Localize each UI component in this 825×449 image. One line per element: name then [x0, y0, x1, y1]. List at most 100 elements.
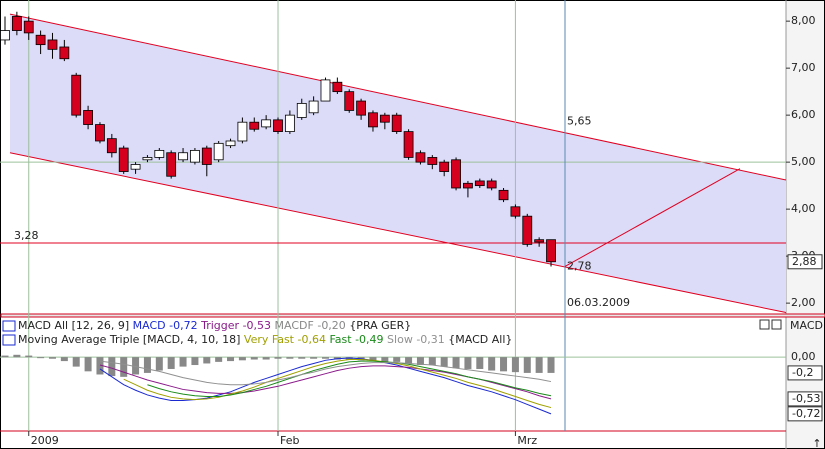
scroll-arrow[interactable]: ↑ — [812, 437, 821, 449]
candle-body — [23, 20, 34, 34]
histogram-bar — [500, 357, 508, 372]
legend-row: Moving Average Triple [MACD, 4, 10, 18] … — [18, 333, 512, 346]
legend-row: MACD All [12, 26, 9] MACD -0,72 Trigger … — [18, 319, 411, 332]
histogram-bar — [60, 357, 68, 362]
value-marker-box — [787, 406, 823, 422]
y-tick-label: 8,00 — [791, 14, 816, 27]
histogram-bar — [84, 357, 92, 372]
value-marker-box — [787, 365, 823, 381]
histogram-bar — [120, 357, 128, 377]
legend-entry: Fast — [329, 333, 352, 346]
hline-label: 3,28 — [14, 229, 39, 242]
candle-body — [368, 112, 378, 128]
price-marker-label: 2,88 — [792, 255, 817, 268]
candle-body — [178, 152, 188, 161]
candle-body — [237, 121, 248, 142]
histogram-bar — [191, 357, 199, 366]
indicator-line — [99, 357, 552, 415]
candle-body — [379, 114, 390, 123]
histogram-bar — [13, 354, 21, 358]
x-tick-label: 2009 — [31, 434, 59, 447]
histogram-bar — [488, 357, 496, 371]
candle-body — [498, 189, 509, 201]
histogram-bar — [179, 357, 187, 367]
histogram-bar — [310, 357, 318, 359]
candle-body — [415, 152, 426, 163]
candle-body — [356, 100, 367, 116]
y-tick-label: 0,00 — [791, 350, 816, 363]
annotation: 5,65 — [567, 115, 592, 128]
candle-body — [427, 157, 438, 165]
legend-entry: Trigger — [200, 319, 239, 332]
crosshair-date: 06.03.2009 — [567, 296, 630, 309]
histogram-bar — [416, 357, 424, 366]
candle-body — [391, 114, 402, 132]
legend-entry: MACDF — [275, 319, 314, 332]
candle-body — [190, 149, 200, 163]
histogram-bar — [250, 357, 258, 360]
histogram-bar — [143, 357, 151, 373]
channel-upper — [9, 13, 787, 181]
legend-value: -0,31 — [416, 333, 444, 346]
value-marker-label: -0,2 — [792, 366, 813, 379]
histogram-bar — [132, 357, 140, 375]
candle-body — [130, 164, 141, 170]
histogram-bar — [511, 357, 519, 373]
legend-icon — [2, 320, 16, 332]
candle-body — [522, 215, 533, 245]
candle-body — [534, 239, 545, 243]
pane-button[interactable] — [771, 319, 782, 330]
channel-lower — [9, 152, 787, 314]
candle-body — [225, 140, 236, 147]
value-marker-box — [787, 391, 823, 407]
candle-body — [59, 46, 70, 60]
legend-icon — [2, 334, 16, 346]
histogram-bar — [37, 357, 45, 359]
legend-value: -0,53 — [243, 319, 271, 332]
candle-body — [83, 110, 93, 125]
y-tick-label: 4,00 — [791, 202, 816, 215]
candle-body — [284, 114, 295, 132]
candle-body — [320, 79, 331, 102]
histogram-bar — [274, 357, 282, 359]
y-tick-label: 2,00 — [791, 296, 816, 309]
candle-body — [308, 100, 319, 114]
histogram-bar — [476, 357, 484, 369]
histogram-bar — [286, 357, 294, 359]
histogram-bar — [72, 357, 80, 367]
histogram-bar — [108, 357, 116, 377]
histogram-bar — [167, 357, 175, 369]
legend-entry: Very Fast — [244, 333, 295, 346]
candle-body — [439, 161, 450, 172]
candle-body — [344, 91, 355, 111]
histogram-bar — [96, 357, 104, 375]
legend-title: MACD All [12, 26, 9] — [18, 319, 129, 332]
histogram-bar — [238, 357, 246, 361]
legend-entry: Slow — [387, 333, 413, 346]
trendline — [564, 168, 741, 267]
histogram-bar — [1, 355, 9, 358]
histogram-bar — [428, 357, 436, 366]
histogram-bar — [523, 357, 531, 373]
value-marker-label: -0,72 — [792, 407, 820, 420]
y-tick-label: 5,00 — [791, 155, 816, 168]
legend-value: -0,72 — [169, 319, 197, 332]
candle-body — [47, 39, 58, 50]
legend-value: -0,64 — [298, 333, 326, 346]
histogram-bar — [452, 357, 460, 369]
candle-body — [201, 147, 212, 165]
candle-body — [213, 142, 224, 161]
candle-body — [486, 180, 497, 189]
histogram-bar — [155, 357, 163, 371]
y-tick-label: 7,00 — [791, 61, 816, 74]
candle-body — [261, 119, 272, 128]
histogram-bar — [321, 357, 329, 359]
candle-body — [474, 180, 485, 187]
candle-body — [95, 124, 105, 142]
histogram-bar — [262, 357, 270, 360]
legend-source: {PRA GER} — [349, 319, 411, 332]
candle-body — [0, 30, 10, 41]
pane-button[interactable] — [759, 319, 770, 330]
histogram-bar — [48, 357, 56, 359]
